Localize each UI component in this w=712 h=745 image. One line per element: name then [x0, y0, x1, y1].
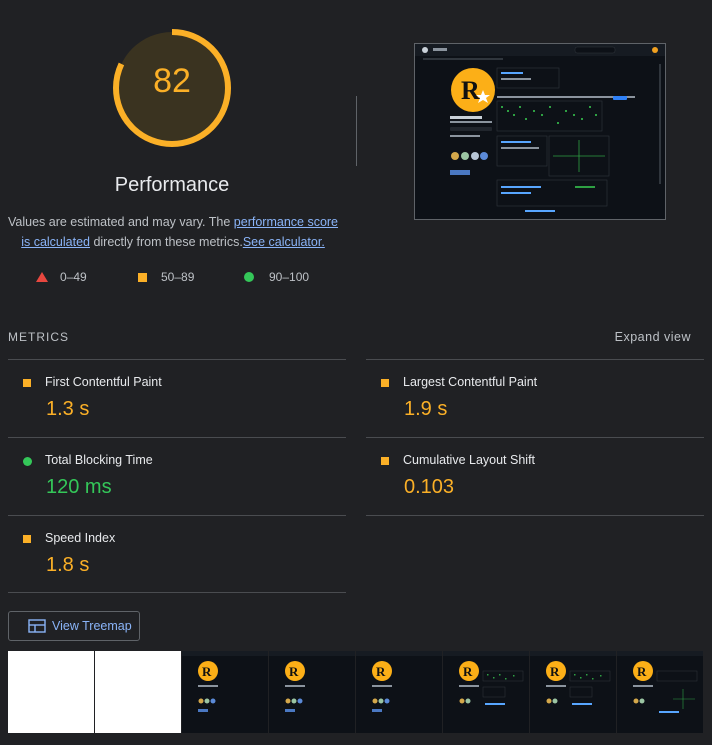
filmstrip-frame: R — [443, 651, 529, 733]
legend-average: 50–89 — [138, 270, 194, 284]
pass-circle-icon — [23, 457, 32, 466]
average-square-icon — [381, 457, 389, 465]
filmstrip: R R R R R R — [8, 651, 704, 733]
filmstrip-frame-blank — [8, 651, 94, 733]
legend-fail: 0–49 — [36, 270, 87, 284]
final-screenshot[interactable]: R — [414, 43, 666, 220]
metric-speed-index: Speed Index 1.8 s — [8, 515, 346, 593]
average-square-icon — [23, 379, 31, 387]
filmstrip-frame-blank — [95, 651, 181, 733]
filmstrip-frame: R — [182, 651, 268, 733]
frame-thumbnail: R — [530, 651, 616, 705]
metrics-bottom-divider — [8, 592, 346, 593]
treemap-icon — [28, 619, 46, 633]
svg-text:R: R — [202, 664, 212, 679]
legend-pass: 90–100 — [244, 270, 309, 284]
performance-title: Performance — [114, 174, 230, 196]
frame-thumbnail: R — [617, 651, 703, 713]
frame-thumbnail: R — [269, 651, 355, 712]
metrics-divider — [366, 515, 704, 516]
average-square-icon — [23, 535, 31, 543]
performance-score-link[interactable]: performance score is calculated — [21, 215, 339, 249]
svg-text:R: R — [463, 664, 473, 679]
metric-first-contentful-paint: First Contentful Paint 1.3 s — [8, 359, 346, 437]
triangle-icon — [36, 272, 48, 282]
metric-total-blocking-time: Total Blocking Time 120 ms — [8, 437, 346, 515]
metric-largest-contentful-paint: Largest Contentful Paint 1.9 s — [366, 359, 704, 437]
frame-thumbnail: R — [443, 651, 529, 705]
svg-text:R: R — [289, 664, 299, 679]
metric-cumulative-layout-shift: Cumulative Layout Shift 0.103 — [366, 437, 704, 515]
screenshot-image: R — [415, 44, 665, 212]
score-description: Values are estimated and may vary. The p… — [7, 215, 339, 249]
circle-icon — [244, 272, 254, 282]
filmstrip-frame: R — [269, 651, 355, 733]
metrics-header: METRICS — [8, 330, 69, 344]
see-calculator-link[interactable]: See calculator. — [242, 235, 325, 249]
vertical-divider — [356, 96, 357, 166]
frame-thumbnail: R — [356, 651, 442, 712]
svg-text:R: R — [461, 76, 480, 105]
performance-score: 82 — [153, 62, 191, 100]
filmstrip-frame: R — [617, 651, 703, 733]
frame-thumbnail: R — [182, 651, 268, 712]
svg-text:R: R — [376, 664, 386, 679]
filmstrip-frame: R — [530, 651, 616, 733]
svg-text:R: R — [550, 664, 560, 679]
svg-text:R: R — [637, 664, 647, 679]
square-icon — [138, 272, 147, 282]
average-square-icon — [381, 379, 389, 387]
expand-view-toggle[interactable]: Expand view — [614, 330, 691, 344]
performance-gauge — [113, 29, 231, 147]
view-treemap-button[interactable]: View Treemap — [8, 611, 140, 641]
filmstrip-frame: R — [356, 651, 442, 733]
